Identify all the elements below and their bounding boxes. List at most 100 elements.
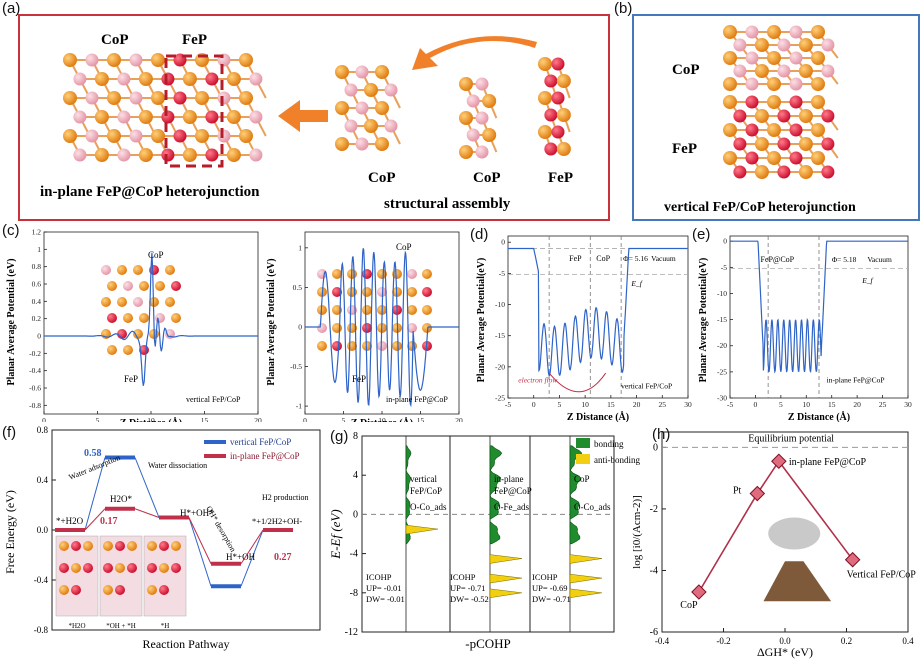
d-phi: Φ= 5.16 [623, 254, 648, 263]
a-caption-left: in-plane FeP@CoP heterojunction [40, 184, 260, 200]
g-antibonding-area [569, 573, 603, 584]
atom [151, 91, 165, 105]
c-left-atom [123, 345, 133, 355]
e-phi: Φ= 5.18 [832, 255, 857, 264]
d-ytick-label: -15 [495, 331, 505, 340]
f-inset-atom [103, 585, 113, 595]
a-cop2-label: CoP [368, 170, 396, 186]
c-right-tag: in-plane FeP@CoP [386, 395, 448, 404]
panel-b-frame [632, 14, 920, 221]
atom [205, 148, 219, 162]
atom [355, 101, 369, 115]
c-right-ytick-label: -0.5 [290, 362, 302, 371]
f-inset-atom [71, 541, 81, 551]
assembly-arrow-right [412, 36, 537, 70]
c-right-atom [422, 269, 432, 279]
c-right-xtick-label: 0 [303, 416, 307, 422]
d-ylabel: Planar Average Potential(eV) [476, 258, 487, 383]
c-right-atom [407, 305, 417, 315]
atom [754, 165, 769, 179]
atom [745, 25, 759, 39]
d-xtick-label: 25 [659, 400, 667, 409]
atom [129, 53, 143, 67]
c-left-atom [133, 297, 143, 307]
h-smoke-icon [768, 517, 821, 550]
g-icohp-1-1: UP= -0.01 [366, 583, 402, 593]
c-right-atom [317, 323, 327, 333]
atom [821, 38, 835, 52]
h-xtick-label: 0.4 [902, 636, 914, 646]
g-icohp-2-0: ICOHP [450, 572, 476, 582]
c-right-atom [332, 287, 342, 297]
atom [754, 64, 769, 78]
e-potential-line [730, 240, 908, 374]
f-connector [188, 517, 212, 587]
f-inset-atom [83, 563, 93, 573]
atom [129, 91, 143, 105]
c-right-potential-line [305, 248, 459, 408]
c-right-atom [362, 323, 372, 333]
d-ef: E_f [630, 279, 642, 288]
h-ytick-label: -4 [650, 565, 658, 576]
atom [217, 129, 231, 143]
c-right-atom [377, 269, 387, 279]
atom [733, 38, 747, 52]
e-tag: in-plane FeP@CoP [827, 375, 885, 384]
panel-b-label: (b) [614, 0, 633, 17]
c-right-atom [407, 323, 417, 333]
c-right-ytick-label: 1 [298, 243, 302, 252]
f-ylabel: Free Energy (eV) [3, 490, 17, 574]
atom [733, 165, 747, 179]
atom [789, 123, 803, 137]
h-volcano-icon [763, 561, 832, 602]
d-axes-frame [507, 235, 689, 399]
atom [811, 51, 825, 65]
g-ytick-label: 8 [353, 431, 358, 442]
d-xtick-label: 5 [558, 400, 562, 409]
atom [767, 51, 781, 65]
g-ytick-label: -4 [350, 549, 358, 560]
f-connector [240, 529, 264, 565]
atom [798, 38, 813, 52]
atom [63, 53, 77, 67]
g-icohp-3-2: DW= -0.71 [532, 594, 571, 604]
atom [375, 137, 389, 151]
c-right-atom [422, 323, 432, 333]
atom [249, 148, 263, 162]
panel-e-label: (e) [692, 226, 711, 243]
h-xtick-label: 0.0 [779, 636, 791, 646]
g-ytick-label: 4 [353, 470, 358, 481]
atom [182, 148, 197, 162]
atom [538, 57, 552, 71]
g-ytick-label: 0 [353, 509, 358, 520]
atom [745, 95, 759, 109]
g-legend-bonding-swatch [576, 438, 590, 448]
panel-h-label: (h) [652, 426, 671, 443]
atom [94, 72, 109, 86]
e-ytick-label: -10 [717, 289, 727, 298]
f-water-dissociation: Water dissociation [148, 461, 207, 470]
atom [107, 129, 121, 143]
atom [107, 53, 121, 67]
c-right-atom [332, 269, 342, 279]
atom [551, 91, 565, 105]
c-right-atom [407, 269, 417, 279]
h-ytick-label: -2 [650, 504, 658, 515]
c-right-atom [317, 269, 327, 279]
c-right-atom [422, 287, 432, 297]
f-xlabel: Reaction Pathway [143, 637, 230, 651]
c-left-xtick-label: 15 [201, 416, 209, 422]
f-state-3: H*+OH* [180, 508, 214, 518]
atom [723, 123, 737, 137]
d-ytick-label: -5 [499, 269, 505, 278]
atom [129, 129, 143, 143]
atom [556, 74, 571, 88]
f-inset-label: *OH + *H [106, 622, 136, 630]
f-inset-atom [115, 541, 125, 551]
atom [767, 95, 781, 109]
d-fep: FeP [569, 254, 582, 263]
c-left-xtick-label: 10 [147, 416, 155, 422]
atom [544, 142, 558, 156]
d-ytick-label: -20 [495, 362, 505, 371]
atom [466, 128, 480, 142]
